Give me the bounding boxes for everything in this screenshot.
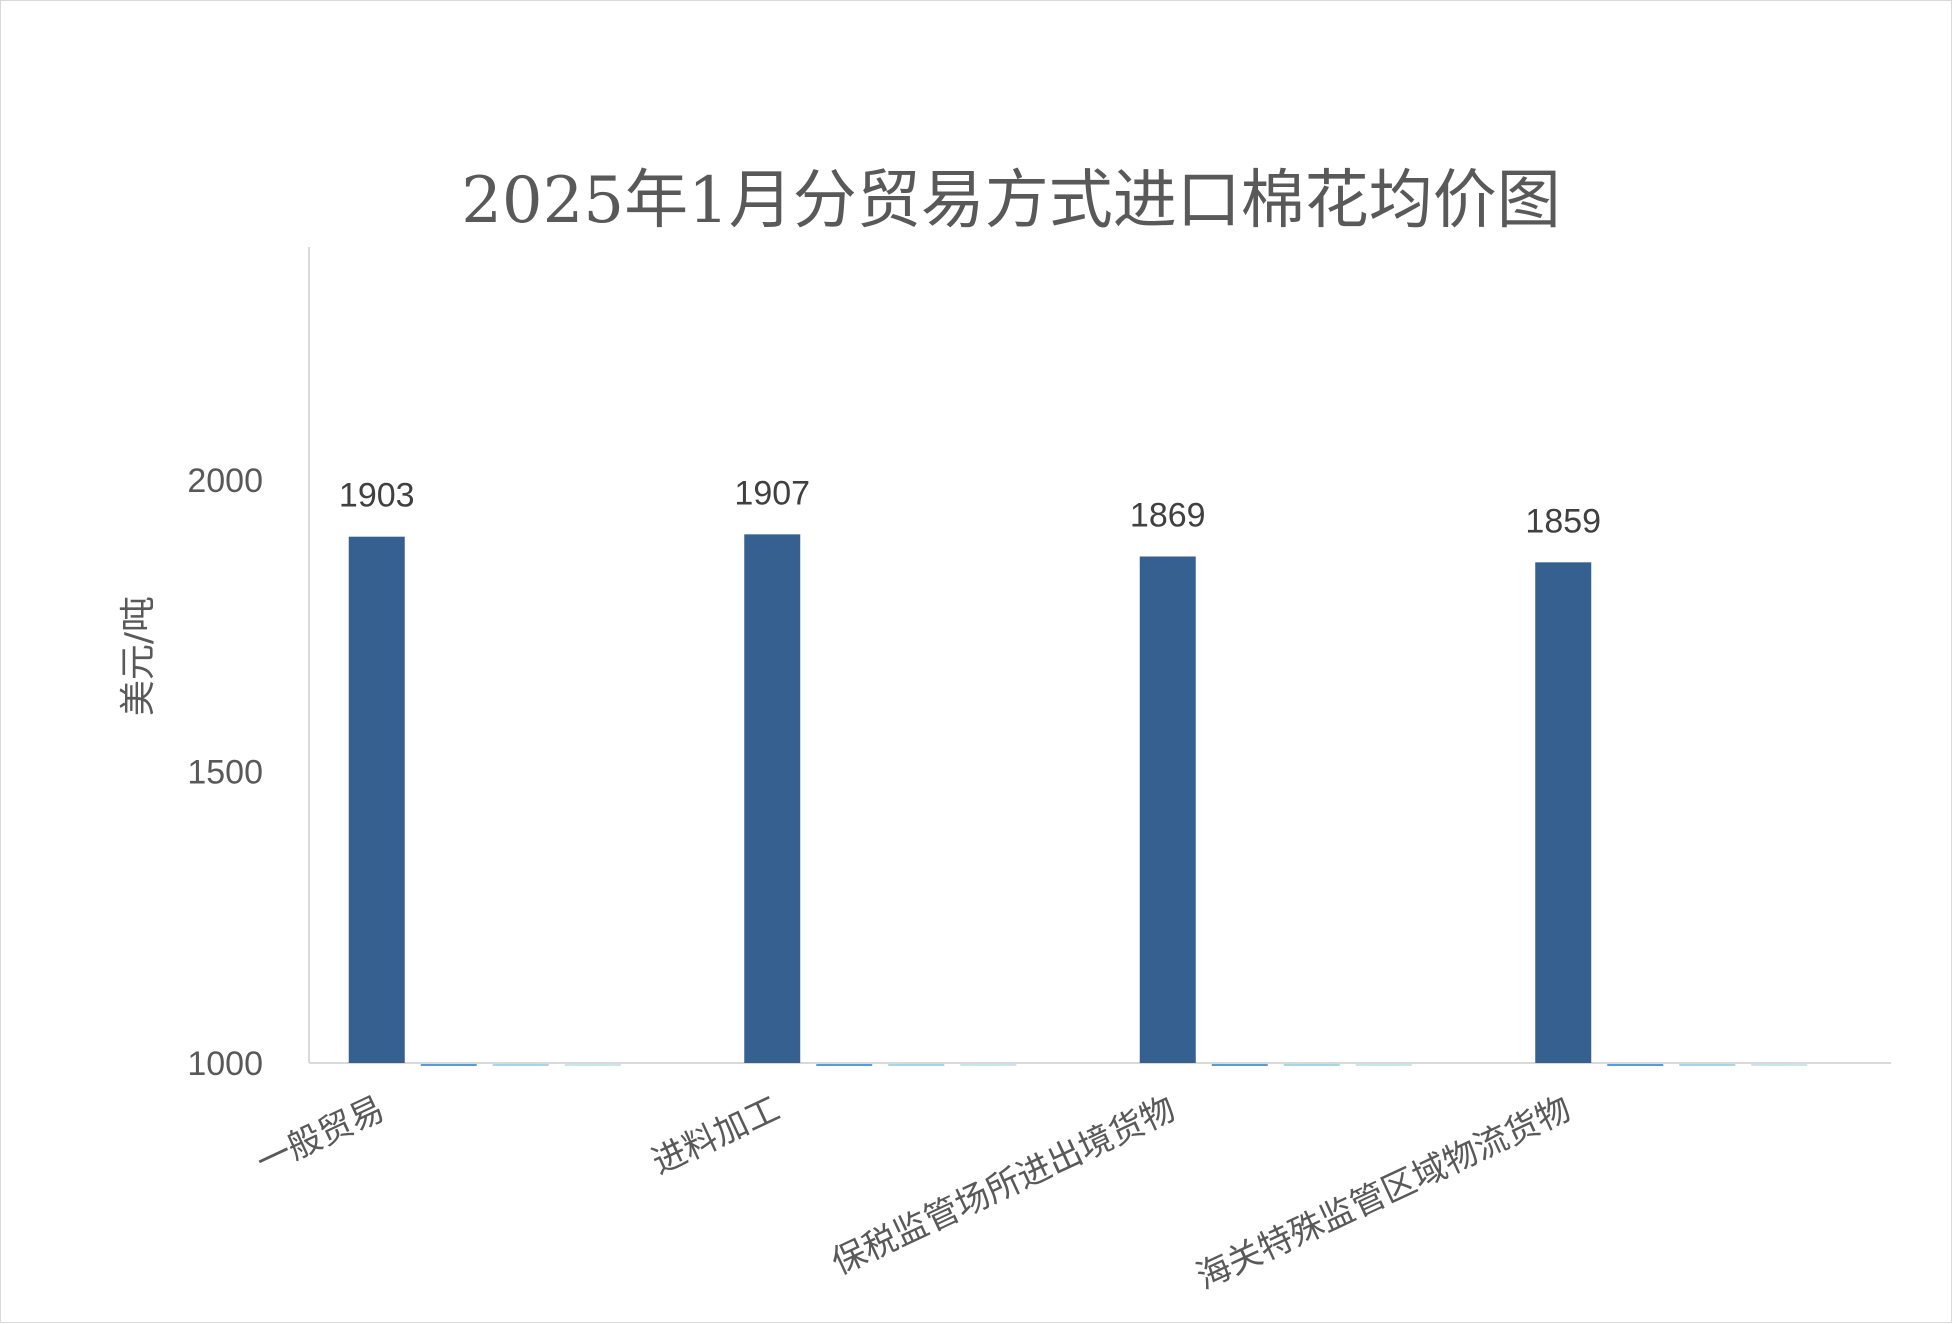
data-label: 1869 [1130, 496, 1206, 534]
x-category-label: 保税监管场所进出境货物 [826, 1089, 1182, 1283]
bar [348, 536, 405, 1063]
x-category-label: 进料加工 [646, 1089, 786, 1183]
bar [1139, 556, 1196, 1063]
y-tick-label: 1500 [187, 754, 263, 792]
bar [744, 534, 801, 1063]
data-label: 1903 [339, 477, 415, 515]
data-label: 1859 [1525, 502, 1601, 540]
x-category-label: 海关特殊监管区域物流货物 [1190, 1089, 1577, 1298]
bar [1535, 562, 1592, 1063]
data-label: 1907 [734, 474, 810, 512]
y-tick-label: 1000 [187, 1045, 263, 1083]
chart-title: 2025年1月分贸易方式进口棉花均价图 [461, 164, 1561, 238]
x-category-label: 一般贸易 [250, 1089, 390, 1183]
y-tick-label: 2000 [187, 462, 263, 500]
